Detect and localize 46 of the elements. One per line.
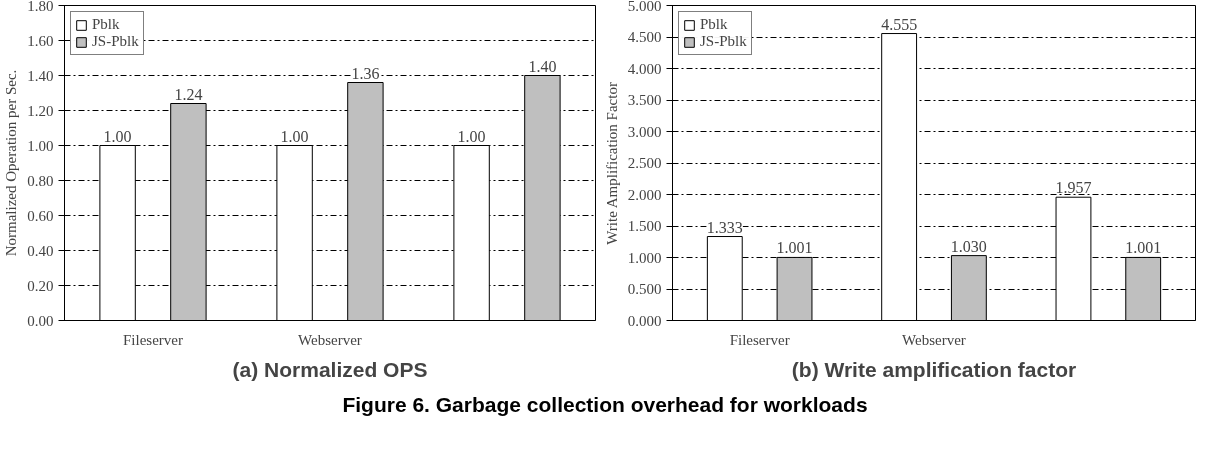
y-tick-label: 1.40 [27, 67, 54, 84]
x-tick-label: Webserver [298, 331, 362, 348]
x-tick-label: Fileserver [729, 331, 790, 348]
y-tick-label: 0.00 [27, 312, 54, 329]
y-tick-label: 5.000 [627, 0, 662, 14]
legend-label: Pblk [700, 16, 728, 33]
data-label: 1.030 [950, 237, 987, 255]
y-tick-label: 3.500 [627, 92, 662, 108]
y-tick-label: 2.500 [627, 155, 662, 171]
y-tick-label: 0.60 [27, 207, 54, 224]
legend-label: Pblk [92, 16, 120, 33]
data-label: 4.555 [881, 15, 918, 33]
y-tick-label: 1.20 [27, 102, 54, 119]
data-label: 1.957 [1055, 179, 1092, 197]
legend-label: JS-Pblk [92, 33, 139, 50]
y-tick-label: 0.000 [627, 312, 662, 329]
data-label: 1.001 [776, 239, 813, 257]
data-label: 1.24 [174, 85, 203, 103]
y-tick-label: 1.00 [27, 137, 54, 154]
x-tick-label: Webserver [902, 331, 966, 348]
data-label: 1.00 [280, 127, 309, 145]
y-axis-title: Write Amplification Factor [603, 82, 620, 245]
y-tick-label: 3.000 [627, 123, 662, 140]
y-tick-label: 1.500 [627, 218, 662, 234]
y-tick-label: 1.60 [27, 32, 54, 49]
y-tick-label: 4.000 [627, 60, 662, 77]
y-tick-label: 0.500 [627, 281, 662, 297]
data-label: 1.40 [528, 57, 557, 75]
x-tick-label: Fileserver [123, 331, 183, 348]
legend-label: JS-Pblk [700, 33, 747, 50]
y-tick-label: 2.000 [627, 186, 662, 203]
y-tick-label: 0.80 [27, 172, 54, 189]
caption: Figure 6. Garbage collection overhead for workloads [342, 392, 868, 418]
y-tick-label: 0.20 [27, 277, 54, 294]
y-tick-label: 4.500 [627, 29, 662, 45]
y-tick-label: 1.80 [27, 0, 54, 14]
data-label: 1.333 [706, 218, 743, 236]
y-tick-label: 0.40 [27, 242, 54, 259]
data-label: 1.001 [1125, 239, 1162, 257]
data-label: 1.00 [103, 127, 132, 145]
y-tick-label: 1.000 [627, 249, 662, 266]
y-axis-title: Normalized Operation per Sec. [3, 69, 20, 257]
data-label: 1.00 [457, 127, 486, 145]
data-label: 1.36 [351, 64, 380, 82]
text: (b) Write amplification factor [791, 357, 1077, 381]
text: (a) Normalized OPS [232, 357, 428, 381]
